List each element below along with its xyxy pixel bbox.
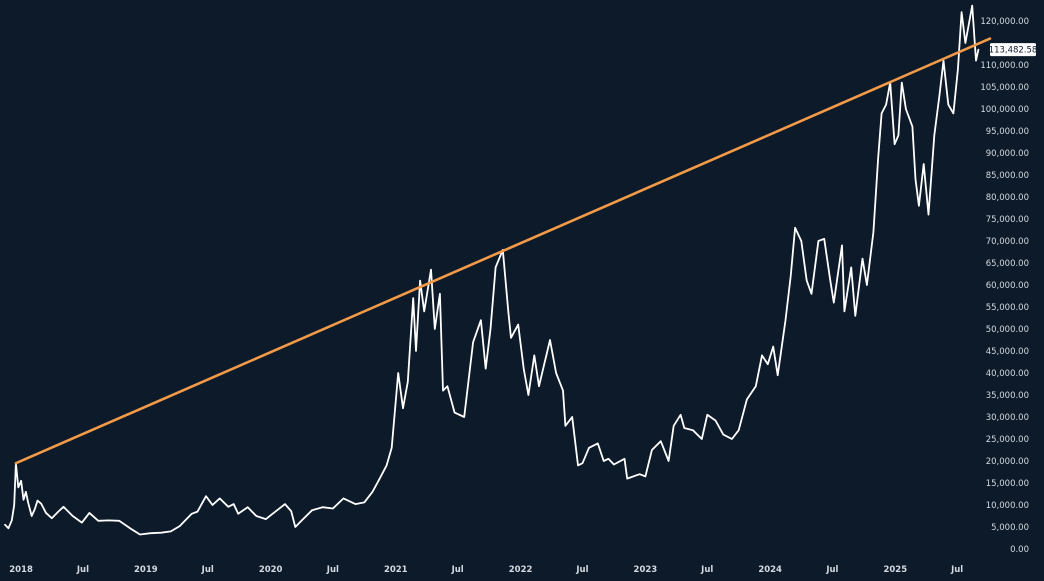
x-axis: 2018 Jul 2019 Jul 2020 Jul 2021 Jul 2022 Jul 2023 J…	[9, 565, 963, 575]
x-tick-label: Jul	[76, 565, 89, 575]
y-tick-label: 35,000.00	[986, 391, 1029, 401]
x-tick-label: Jul	[700, 565, 713, 575]
y-axis: 0.00 5,000.00 10,000.00 15,000.00 20,000.00 2…	[980, 17, 1029, 555]
x-tick-label: Jul	[950, 565, 963, 575]
y-tick-label: 85,000.00	[986, 171, 1029, 181]
y-tick-label: 95,000.00	[986, 127, 1029, 137]
trendline	[14, 37, 992, 465]
x-tick-label: Jul	[451, 565, 464, 575]
y-tick-label: 5,000.00	[991, 523, 1029, 533]
y-tick-label: 40,000.00	[986, 369, 1029, 379]
x-tick-label: 2022	[509, 565, 533, 575]
x-tick-label: 2024	[758, 565, 782, 575]
last-price-badge: 113,482.58	[989, 43, 1038, 57]
y-tick-label: 55,000.00	[986, 303, 1029, 313]
x-tick-label: Jul	[201, 565, 214, 575]
y-tick-label: 25,000.00	[986, 435, 1029, 445]
x-tick-label: 2023	[634, 565, 658, 575]
last-price-badge-box	[990, 43, 1036, 57]
y-tick-label: 60,000.00	[986, 281, 1029, 291]
last-price-label: 113,482.58	[989, 46, 1038, 56]
y-tick-label: 15,000.00	[986, 479, 1029, 489]
x-tick-label: Jul	[825, 565, 838, 575]
x-tick-label: Jul	[326, 565, 339, 575]
x-tick-label: 2018	[9, 565, 33, 575]
y-tick-label: 70,000.00	[986, 237, 1029, 247]
x-tick-label: Jul	[575, 565, 588, 575]
series-layer	[4, 4, 992, 536]
y-tick-label: 100,000.00	[980, 105, 1029, 115]
y-tick-label: 30,000.00	[986, 413, 1029, 423]
x-tick-label: 2020	[259, 565, 283, 575]
price-series-line	[4, 4, 980, 536]
y-tick-label: 20,000.00	[986, 457, 1029, 467]
y-tick-label: 105,000.00	[980, 83, 1029, 93]
y-tick-label: 10,000.00	[986, 501, 1029, 511]
x-tick-label: 2021	[384, 565, 408, 575]
y-tick-label: 110,000.00	[980, 61, 1029, 71]
y-tick-label: 45,000.00	[986, 347, 1029, 357]
y-tick-label: 0.00	[1010, 545, 1029, 555]
y-tick-label: 80,000.00	[986, 193, 1029, 203]
y-tick-label: 75,000.00	[986, 215, 1029, 225]
y-tick-label: 90,000.00	[986, 149, 1029, 159]
x-tick-label: 2025	[883, 565, 907, 575]
y-tick-label: 65,000.00	[986, 259, 1029, 269]
y-tick-label: 120,000.00	[980, 17, 1029, 27]
x-tick-label: 2019	[134, 565, 158, 575]
y-tick-label: 50,000.00	[986, 325, 1029, 335]
